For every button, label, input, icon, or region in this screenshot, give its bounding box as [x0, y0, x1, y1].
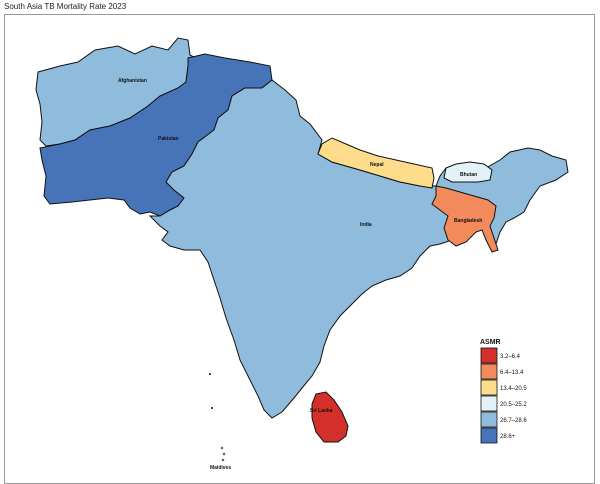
legend: ASMR 3.2–6.4 6.4–13.4 13.4–20.5 20.5–25.2 26… — [480, 339, 527, 444]
label-nepal: Nepal — [370, 162, 384, 168]
country-india[interactable] — [148, 79, 569, 419]
legend-label: 13.4–20.5 — [500, 386, 527, 392]
label-maldives: Maldives — [210, 465, 231, 471]
label-bangladesh: Bangladesh — [454, 218, 482, 224]
country-nepal[interactable] — [317, 137, 435, 189]
country-maldives[interactable] — [220, 446, 226, 462]
label-pakistan: Pakistan — [158, 136, 179, 142]
legend-label: 20.5–25.2 — [500, 402, 527, 408]
label-india: India — [360, 222, 372, 228]
legend-swatch — [480, 411, 498, 428]
legend-swatch — [480, 363, 498, 380]
legend-swatch — [480, 427, 498, 444]
legend-swatch — [480, 347, 498, 364]
legend-label: 6.4–13.4 — [500, 370, 524, 376]
country-bangladesh[interactable] — [431, 185, 499, 253]
island-dot — [209, 373, 211, 375]
legend-swatch — [480, 395, 498, 412]
legend-label: 3.2–6.4 — [500, 354, 521, 360]
label-bhutan: Bhutan — [460, 172, 477, 178]
label-afghanistan: Afghanistan — [118, 78, 147, 84]
legend-swatch — [480, 379, 498, 396]
country-sri-lanka[interactable] — [311, 391, 349, 443]
legend-label: 26.7–28.6 — [500, 418, 527, 424]
label-sri-lanka: Sri Lanka — [310, 408, 333, 414]
legend-title: ASMR — [480, 339, 501, 346]
country-bhutan[interactable] — [443, 161, 493, 183]
island-dot — [211, 407, 213, 409]
legend-label: 28.6+ — [500, 434, 516, 440]
map-title: South Asia TB Mortality Rate 2023 — [4, 2, 127, 11]
